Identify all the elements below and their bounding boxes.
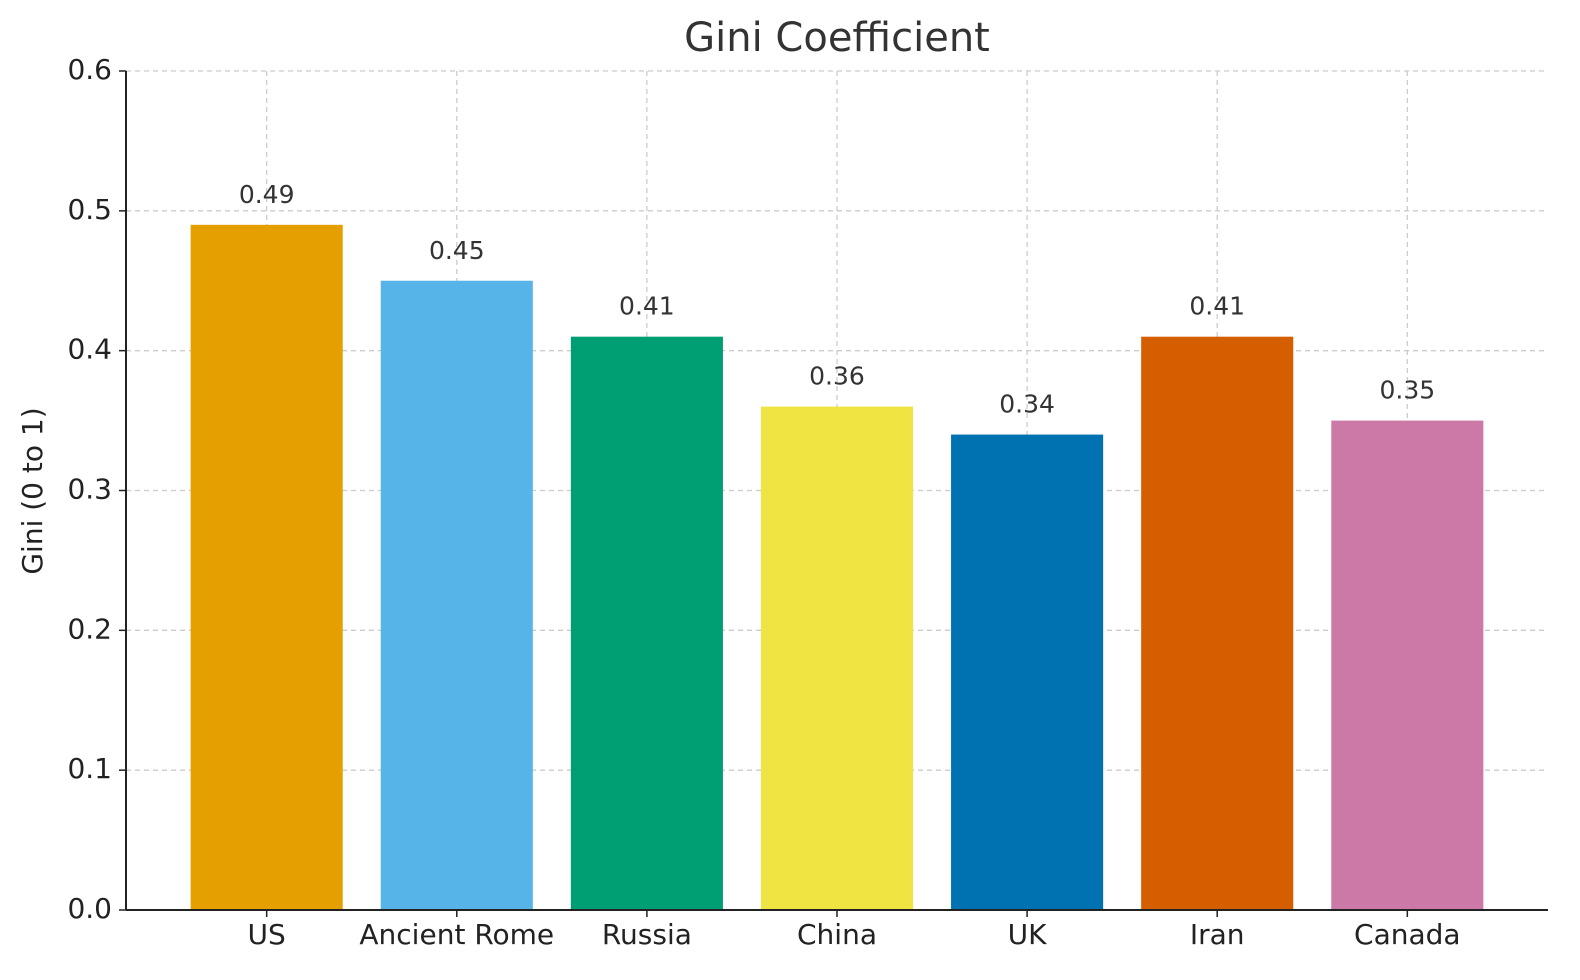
y-tick-label: 0.1 [67, 752, 112, 785]
y-tick-label: 0.2 [67, 612, 112, 645]
bar [1141, 336, 1294, 910]
x-tick-label: UK [1008, 918, 1047, 951]
x-tick-label: Ancient Rome [359, 918, 554, 951]
bar [1331, 420, 1484, 910]
y-tick-label: 0.6 [67, 53, 112, 86]
value-label: 0.41 [619, 292, 675, 321]
value-label: 0.45 [429, 236, 485, 265]
bar [570, 336, 723, 910]
y-axis-label: Gini (0 to 1) [16, 407, 49, 574]
bar [760, 406, 914, 910]
value-label: 0.36 [809, 362, 865, 391]
value-label: 0.35 [1379, 376, 1435, 405]
bar [190, 224, 343, 911]
y-tick-label: 0.0 [67, 892, 112, 925]
bar [951, 434, 1104, 910]
value-label: 0.49 [239, 180, 295, 209]
y-tick-label: 0.5 [67, 193, 112, 226]
x-tick-label: Iran [1190, 918, 1245, 951]
y-tick-label: 0.4 [67, 333, 112, 366]
x-tick-label: Russia [602, 918, 692, 951]
y-tick-label: 0.3 [67, 473, 112, 506]
chart-title: Gini Coefficient [684, 15, 990, 61]
bar [380, 280, 533, 910]
value-label: 0.41 [1189, 292, 1245, 321]
value-label: 0.34 [999, 390, 1055, 419]
x-tick-label: Canada [1354, 918, 1461, 951]
x-tick-label: US [248, 918, 286, 951]
x-tick-label: China [797, 918, 877, 951]
